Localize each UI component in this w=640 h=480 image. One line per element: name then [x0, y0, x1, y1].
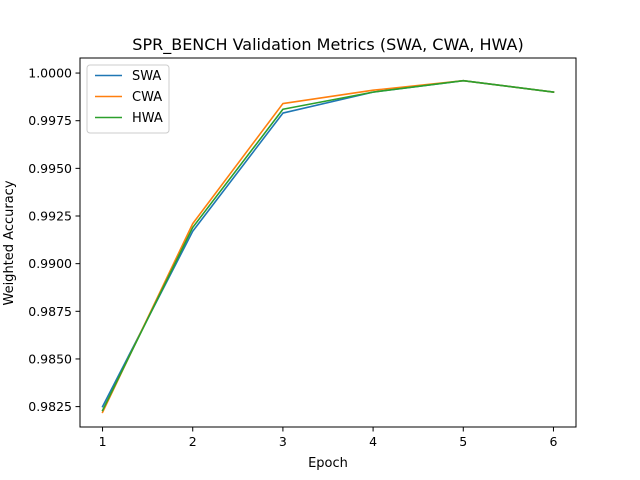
x-tick-label: 6: [549, 434, 557, 449]
x-tick-label: 4: [369, 434, 377, 449]
series-line-cwa: [101, 79, 555, 414]
y-tick-label: 0.9900: [28, 256, 72, 271]
y-tick-label: 0.9875: [28, 304, 72, 319]
chart-title: SPR_BENCH Validation Metrics (SWA, CWA, …: [132, 35, 523, 55]
legend: SWA CWA HWA: [86, 64, 170, 134]
y-axis-label: Weighted Accuracy: [2, 180, 17, 305]
plot-area-frame: [79, 57, 577, 428]
y-tick-label: 0.9850: [28, 351, 72, 366]
x-axis-label: Epoch: [308, 456, 348, 471]
series-lines: [101, 79, 555, 414]
x-tick-label: 2: [189, 434, 197, 449]
x-tick-label: 3: [279, 434, 287, 449]
y-tick-label: 1.0000: [28, 66, 72, 81]
y-tick-label: 0.9950: [28, 161, 72, 176]
legend-label-hwa: HWA: [132, 111, 163, 126]
series-line-hwa: [101, 79, 555, 412]
series-line-swa: [101, 79, 555, 408]
legend-box: [86, 64, 170, 134]
x-axis: 1 2 3 4 5 6: [99, 427, 557, 449]
legend-label-swa: SWA: [132, 69, 161, 84]
y-axis: 0.9825 0.9850 0.9875 0.9900 0.9925 0.9950 0.99…: [28, 66, 80, 414]
y-tick-label: 0.9825: [28, 399, 72, 414]
x-tick-label: 5: [459, 434, 467, 449]
y-tick-label: 0.9925: [28, 209, 72, 224]
x-tick-label: 1: [99, 434, 107, 449]
y-tick-label: 0.9975: [28, 113, 72, 128]
legend-label-cwa: CWA: [132, 90, 162, 105]
